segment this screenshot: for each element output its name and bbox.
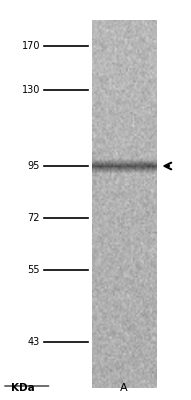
Text: KDa: KDa (11, 383, 35, 393)
Text: A: A (120, 383, 128, 393)
Text: 55: 55 (28, 265, 40, 275)
Text: 95: 95 (28, 161, 40, 171)
Text: 72: 72 (28, 213, 40, 223)
Text: 43: 43 (28, 337, 40, 347)
Text: 170: 170 (22, 41, 40, 51)
Text: 130: 130 (22, 85, 40, 95)
